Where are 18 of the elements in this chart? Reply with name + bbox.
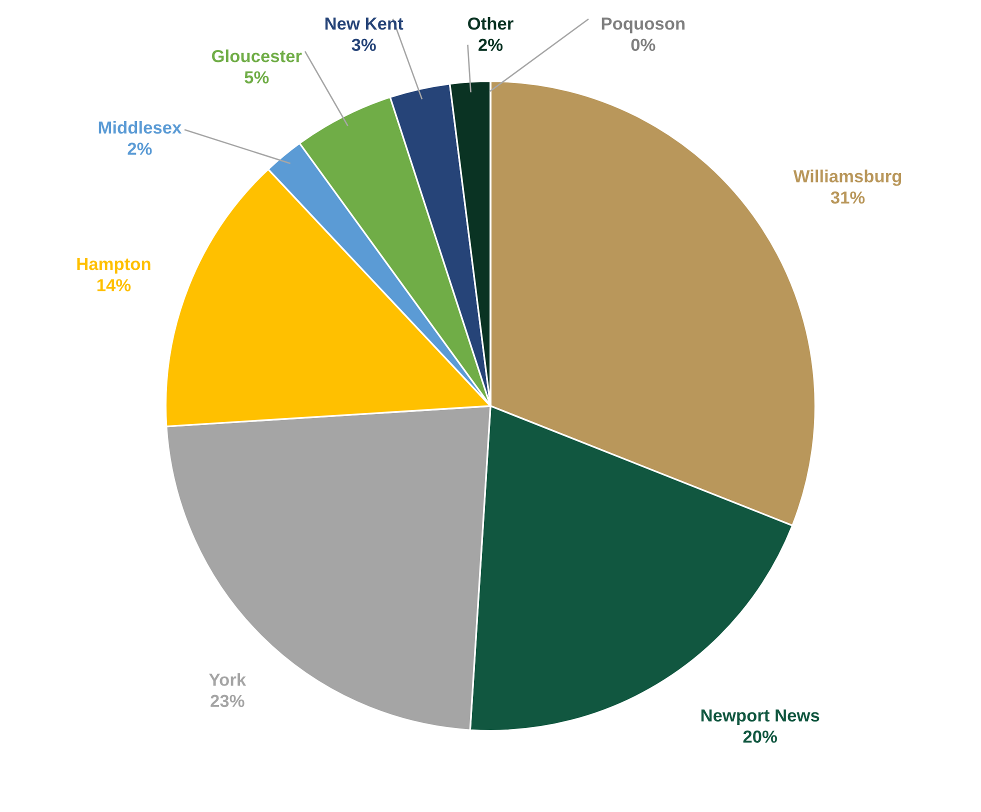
- data-label: 20%: [743, 730, 777, 743]
- slice-label: Williamsburg: [793, 170, 902, 186]
- data-label: 2%: [478, 38, 503, 51]
- slice-label: Newport News: [701, 709, 820, 726]
- data-label: 3%: [352, 38, 376, 52]
- slice-label: Middlesex: [98, 120, 182, 134]
- slice-label: Gloucester: [212, 50, 302, 62]
- slice-label: Hampton: [77, 258, 150, 274]
- slice-label: Other: [468, 17, 514, 30]
- text: 0%: [631, 38, 656, 51]
- data-label: 2%: [128, 142, 152, 155]
- data-label: 23%: [210, 694, 244, 708]
- data-label: 5%: [244, 71, 269, 84]
- category-label: Poquoson: [602, 18, 685, 34]
- slice-label: York: [209, 673, 246, 686]
- slice-label: New Kent: [325, 18, 404, 30]
- data-label: 31%: [830, 191, 865, 204]
- data-label: 14%: [97, 279, 131, 292]
